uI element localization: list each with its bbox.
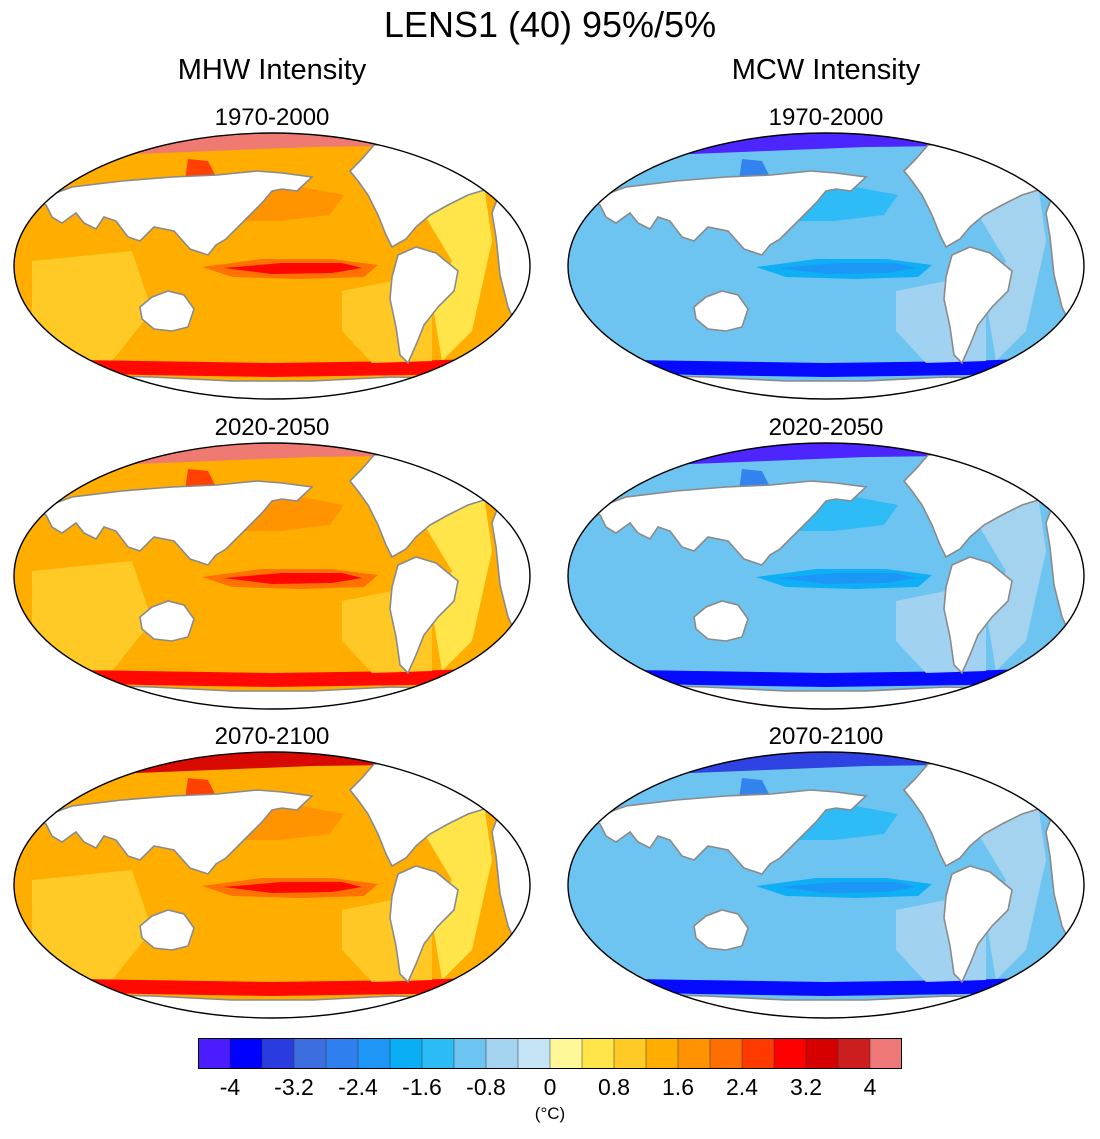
band-equatorial-core xyxy=(224,573,362,584)
map-mcw-2070 xyxy=(567,751,1085,1019)
colorbar-swatch xyxy=(485,1038,519,1069)
panel-title-mcw-1970: 1970-2000 xyxy=(768,104,884,131)
band-equatorial-core xyxy=(224,882,362,893)
map-mcw-1970 xyxy=(567,132,1085,400)
map-mhw-2020 xyxy=(13,442,531,710)
land-greenland xyxy=(479,134,526,162)
land-asia xyxy=(585,789,868,875)
land-south-america xyxy=(943,556,1013,675)
colorbar-swatch xyxy=(357,1038,391,1069)
land-asia xyxy=(585,170,868,256)
colorbar-swatch xyxy=(229,1038,263,1069)
colorbar-tick-label: 3.2 xyxy=(790,1074,822,1100)
land-asia xyxy=(31,170,314,256)
colorbar-tick-label: -0.8 xyxy=(466,1074,506,1100)
band-equatorial-core xyxy=(778,882,916,893)
map-border xyxy=(13,442,531,710)
colorbar-tick-label: 2.4 xyxy=(726,1074,758,1100)
land-australia xyxy=(139,290,195,332)
land-south-america xyxy=(389,865,459,984)
land-greenland xyxy=(1033,444,1080,472)
colorbar-swatch xyxy=(325,1038,359,1069)
land-greenland xyxy=(1033,134,1080,162)
colorbar-swatch xyxy=(741,1038,775,1069)
panel-title-mcw-2020: 2020-2050 xyxy=(768,414,884,441)
colorbar-tick-label: 0.8 xyxy=(598,1074,630,1100)
land-asia xyxy=(585,480,868,566)
colorbar-tick-label: -4 xyxy=(219,1074,241,1100)
colorbar-swatch xyxy=(837,1038,871,1069)
colorbar-swatch xyxy=(805,1038,839,1069)
colorbar-tick-label: -3.2 xyxy=(274,1074,314,1100)
panel-title-mhw-1970: 1970-2000 xyxy=(214,104,330,131)
map-border xyxy=(567,751,1085,1019)
land-asia xyxy=(31,789,314,875)
column-title-mcw: MCW Intensity xyxy=(731,54,921,86)
colorbar-units: (°C) xyxy=(534,1104,566,1123)
colorbar-tick-label: 1.6 xyxy=(662,1074,694,1100)
colorbar-swatch xyxy=(293,1038,327,1069)
land-australia xyxy=(693,290,749,332)
figure-title: LENS1 (40) 95%/5% xyxy=(383,4,717,45)
land-asia xyxy=(31,480,314,566)
colorbar-swatch xyxy=(581,1038,615,1069)
band-indian-ocean xyxy=(32,870,152,980)
band-indian-ocean xyxy=(32,561,152,671)
band-equatorial-core xyxy=(224,263,362,274)
panel-title-mhw-2020: 2020-2050 xyxy=(214,414,330,441)
ocean-layer xyxy=(568,133,1084,399)
colorbar-swatch xyxy=(549,1038,583,1069)
land-australia xyxy=(693,909,749,951)
panel-title-mcw-2070: 2070-2100 xyxy=(768,723,884,750)
land-greenland xyxy=(1033,753,1080,781)
map-border xyxy=(567,132,1085,400)
colorbar-swatch xyxy=(677,1038,711,1069)
ocean-layer xyxy=(568,443,1084,709)
map-border xyxy=(13,751,531,1019)
land-south-america xyxy=(943,865,1013,984)
colorbar-tick-label: 0 xyxy=(543,1074,557,1100)
colorbar-frame xyxy=(198,1038,902,1069)
colorbar-swatch xyxy=(389,1038,423,1069)
colorbar-swatch xyxy=(453,1038,487,1069)
colorbar-tick-label: -1.6 xyxy=(402,1074,442,1100)
map-border xyxy=(567,442,1085,710)
ocean-layer xyxy=(14,752,530,1018)
colorbar-swatch xyxy=(773,1038,807,1069)
map-mcw-2020 xyxy=(567,442,1085,710)
colorbar-swatch xyxy=(869,1038,902,1069)
band-indian-ocean xyxy=(586,870,706,980)
land-australia xyxy=(139,600,195,642)
colorbar xyxy=(198,1038,902,1069)
colorbar-tick-label: 4 xyxy=(863,1074,877,1100)
land-south-america xyxy=(389,246,459,365)
panel-title-mhw-2070: 2070-2100 xyxy=(214,723,330,750)
band-indian-ocean xyxy=(32,251,152,361)
map-border xyxy=(13,132,531,400)
column-title-mhw: MHW Intensity xyxy=(177,54,367,86)
band-indian-ocean xyxy=(586,561,706,671)
land-south-america xyxy=(389,556,459,675)
colorbar-swatch xyxy=(421,1038,455,1069)
colorbar-tick-label: -2.4 xyxy=(338,1074,378,1100)
colorbar-swatch xyxy=(709,1038,743,1069)
band-equatorial-core xyxy=(778,263,916,274)
band-indian-ocean xyxy=(586,251,706,361)
land-greenland xyxy=(479,753,526,781)
land-south-america xyxy=(943,246,1013,365)
map-mhw-2070 xyxy=(13,751,531,1019)
band-equatorial-core xyxy=(778,573,916,584)
land-greenland xyxy=(479,444,526,472)
map-mhw-1970 xyxy=(13,132,531,400)
colorbar-swatch xyxy=(198,1038,231,1069)
colorbar-swatch xyxy=(613,1038,647,1069)
colorbar-swatch xyxy=(645,1038,679,1069)
colorbar-swatch xyxy=(261,1038,295,1069)
land-australia xyxy=(693,600,749,642)
colorbar-swatch xyxy=(517,1038,551,1069)
land-australia xyxy=(139,909,195,951)
